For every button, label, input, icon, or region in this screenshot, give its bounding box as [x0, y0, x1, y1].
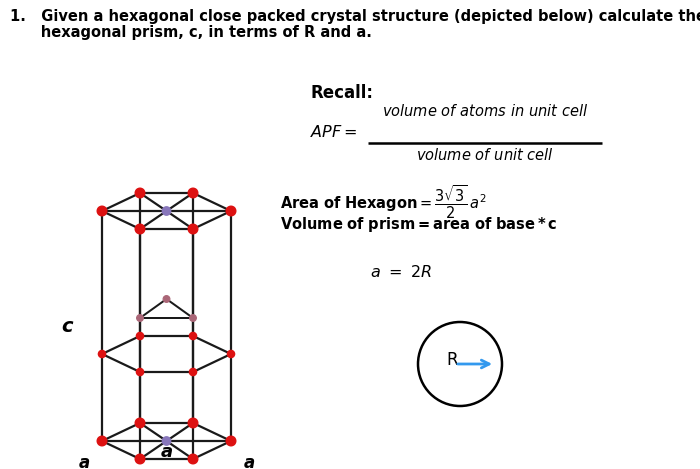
- Text: 1.   Given a hexagonal close packed crystal structure (depicted below) calculate: 1. Given a hexagonal close packed crysta…: [10, 9, 700, 24]
- Text: a: a: [160, 443, 173, 461]
- Circle shape: [97, 436, 107, 446]
- Circle shape: [163, 295, 170, 303]
- Circle shape: [136, 315, 144, 321]
- Circle shape: [226, 206, 236, 216]
- Text: $\mathit{volume\ of\ unit\ cell}$: $\mathit{volume\ of\ unit\ cell}$: [416, 147, 554, 163]
- Circle shape: [136, 333, 144, 340]
- Circle shape: [162, 437, 171, 445]
- Circle shape: [97, 206, 107, 216]
- Circle shape: [188, 454, 198, 464]
- Circle shape: [188, 224, 198, 234]
- Circle shape: [188, 188, 198, 198]
- Text: Recall:: Recall:: [310, 84, 373, 102]
- Circle shape: [135, 224, 145, 234]
- Text: a: a: [78, 454, 90, 469]
- Circle shape: [136, 369, 144, 376]
- Circle shape: [190, 315, 197, 321]
- Circle shape: [135, 418, 145, 428]
- Circle shape: [190, 333, 197, 340]
- Text: c: c: [62, 317, 73, 335]
- Circle shape: [188, 418, 198, 428]
- Text: $\mathit{APF}=$: $\mathit{APF}=$: [310, 124, 358, 140]
- Circle shape: [190, 369, 197, 376]
- Circle shape: [135, 188, 145, 198]
- Circle shape: [226, 436, 236, 446]
- Text: $\mathbf{Volume\ of\ prism = area\ of\ base * c}$: $\mathbf{Volume\ of\ prism = area\ of\ b…: [280, 215, 557, 234]
- Text: a: a: [244, 454, 255, 469]
- Text: R: R: [446, 351, 458, 369]
- Text: $\mathbf{Area\ of\ Hexagon} = \dfrac{3\sqrt{3}}{2}\,a^2$: $\mathbf{Area\ of\ Hexagon} = \dfrac{3\s…: [280, 184, 487, 221]
- Circle shape: [135, 454, 145, 464]
- Circle shape: [99, 350, 106, 357]
- Text: hexagonal prism, c, in terms of R and a.: hexagonal prism, c, in terms of R and a.: [10, 25, 372, 40]
- Text: $\mathit{a}$ $=$ $\mathit{2R}$: $\mathit{a}$ $=$ $\mathit{2R}$: [370, 264, 433, 280]
- Circle shape: [228, 350, 234, 357]
- Circle shape: [162, 207, 171, 215]
- Text: $\mathit{volume\ of\ atoms\ in\ unit\ cell}$: $\mathit{volume\ of\ atoms\ in\ unit\ ce…: [382, 103, 588, 119]
